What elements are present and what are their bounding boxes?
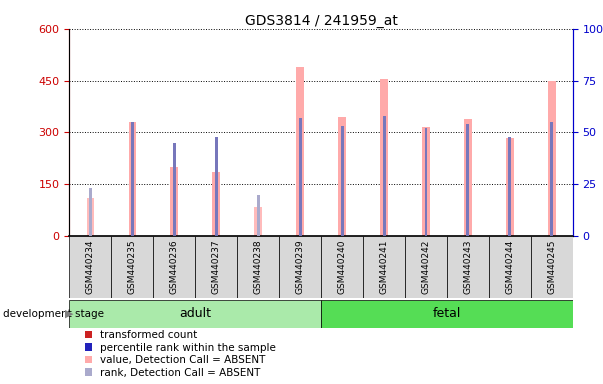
Bar bbox=[341, 126, 344, 236]
Bar bbox=[212, 172, 220, 236]
Text: GSM440242: GSM440242 bbox=[421, 239, 431, 294]
Bar bbox=[425, 128, 428, 236]
Bar bbox=[173, 143, 175, 236]
Bar bbox=[257, 195, 260, 236]
Bar bbox=[296, 67, 304, 236]
Bar bbox=[551, 122, 554, 236]
FancyBboxPatch shape bbox=[405, 236, 447, 298]
FancyBboxPatch shape bbox=[531, 236, 573, 298]
Text: GSM440237: GSM440237 bbox=[212, 239, 221, 294]
Text: adult: adult bbox=[179, 308, 211, 320]
Text: GSM440241: GSM440241 bbox=[379, 239, 388, 294]
Bar bbox=[131, 122, 134, 236]
FancyBboxPatch shape bbox=[153, 236, 195, 298]
FancyBboxPatch shape bbox=[321, 236, 363, 298]
FancyBboxPatch shape bbox=[363, 236, 405, 298]
FancyBboxPatch shape bbox=[69, 300, 321, 328]
Text: GSM440238: GSM440238 bbox=[254, 239, 263, 294]
Title: GDS3814 / 241959_at: GDS3814 / 241959_at bbox=[245, 14, 397, 28]
Bar bbox=[508, 137, 511, 236]
Text: GSM440244: GSM440244 bbox=[505, 239, 514, 294]
FancyBboxPatch shape bbox=[195, 236, 237, 298]
Text: fetal: fetal bbox=[433, 308, 461, 320]
FancyBboxPatch shape bbox=[112, 236, 153, 298]
Bar bbox=[298, 118, 302, 236]
FancyBboxPatch shape bbox=[447, 236, 489, 298]
FancyBboxPatch shape bbox=[489, 236, 531, 298]
Bar bbox=[171, 167, 178, 236]
Text: ▶: ▶ bbox=[65, 309, 74, 319]
Text: GSM440245: GSM440245 bbox=[548, 239, 557, 294]
Text: development stage: development stage bbox=[3, 309, 104, 319]
Bar bbox=[128, 122, 136, 236]
Text: GSM440240: GSM440240 bbox=[338, 239, 347, 294]
Bar bbox=[87, 198, 94, 236]
FancyBboxPatch shape bbox=[237, 236, 279, 298]
Bar bbox=[338, 117, 346, 236]
Bar bbox=[422, 127, 430, 236]
FancyBboxPatch shape bbox=[321, 300, 573, 328]
Bar bbox=[467, 124, 469, 236]
FancyBboxPatch shape bbox=[279, 236, 321, 298]
Bar bbox=[254, 207, 262, 236]
Bar bbox=[548, 81, 555, 236]
Legend: transformed count, percentile rank within the sample, value, Detection Call = AB: transformed count, percentile rank withi… bbox=[84, 329, 277, 379]
FancyBboxPatch shape bbox=[69, 236, 112, 298]
Bar bbox=[464, 119, 472, 236]
Text: GSM440243: GSM440243 bbox=[464, 239, 473, 294]
Bar bbox=[382, 116, 385, 236]
Bar bbox=[380, 79, 388, 236]
Text: GSM440235: GSM440235 bbox=[128, 239, 137, 294]
Bar bbox=[215, 137, 218, 236]
Text: GSM440234: GSM440234 bbox=[86, 239, 95, 294]
Bar bbox=[89, 189, 92, 236]
Bar bbox=[506, 138, 514, 236]
Text: GSM440239: GSM440239 bbox=[295, 239, 305, 294]
Text: GSM440236: GSM440236 bbox=[169, 239, 178, 294]
